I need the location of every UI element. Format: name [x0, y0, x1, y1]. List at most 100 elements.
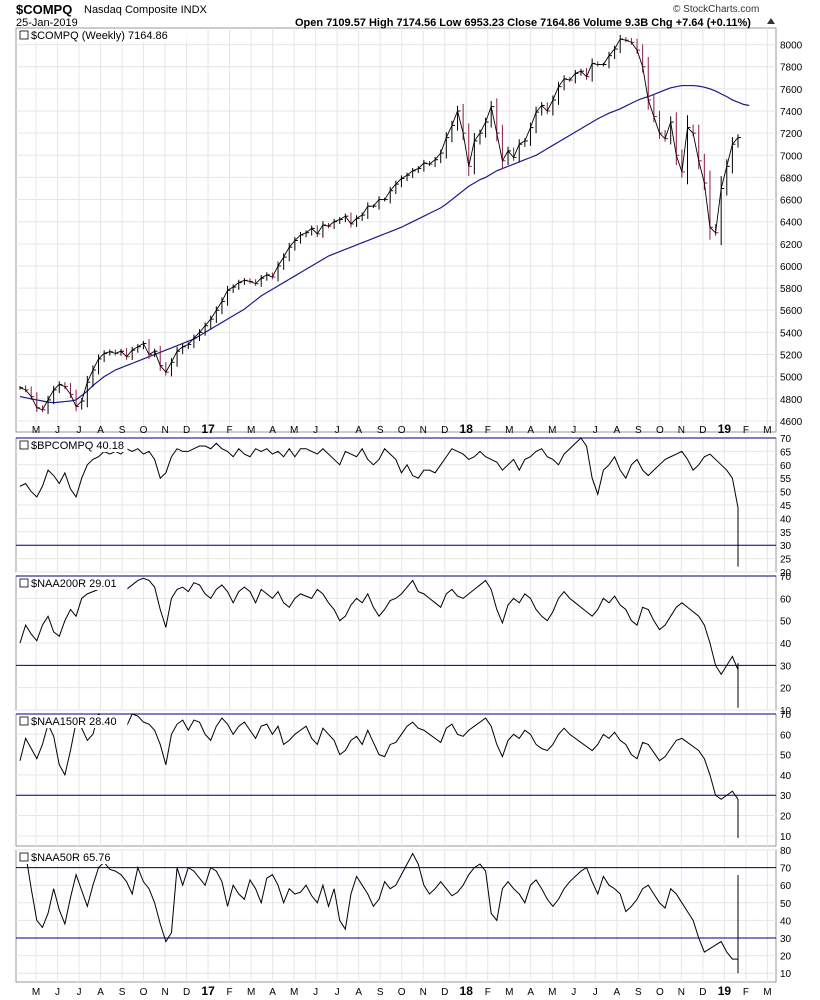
y-tick-label: 40	[780, 916, 792, 927]
panel-frame	[15, 849, 777, 983]
y-tick-label: 6800	[780, 173, 803, 184]
x-tick-label: M	[290, 987, 298, 998]
x-tick-label: J	[77, 425, 82, 436]
x-tick-label: A	[613, 425, 620, 436]
x-tick-label: 19	[718, 422, 732, 436]
y-tick-label: 8000	[780, 41, 803, 52]
panel-title: $NAA50R 65.76	[31, 852, 111, 864]
x-tick-label: O	[656, 987, 664, 998]
symbol-name: Nasdaq Composite INDX	[84, 4, 207, 16]
x-tick-label: A	[355, 987, 362, 998]
x-tick-label: J	[77, 987, 82, 998]
y-tick-label: 60	[780, 461, 792, 472]
x-tick-label: N	[161, 425, 168, 436]
y-tick-label: 5600	[780, 306, 803, 317]
x-tick-label: M	[32, 987, 40, 998]
x-tick-label: M	[548, 425, 556, 436]
y-tick-label: 6600	[780, 196, 803, 207]
x-tick-label: A	[355, 425, 362, 436]
watermark: © StockCharts.com	[673, 4, 760, 15]
x-tick-label: M	[548, 987, 556, 998]
x-tick-label: M	[505, 987, 513, 998]
panel-title: $NAA200R 29.01	[31, 578, 117, 590]
ohlc-summary: Open 7109.57 High 7174.56 Low 6953.23 Cl…	[295, 17, 751, 29]
y-tick-label: 70	[780, 572, 792, 583]
x-tick-label: 17	[201, 422, 215, 436]
x-tick-label: F	[485, 987, 491, 998]
panel-title-bg	[17, 577, 128, 590]
y-tick-label: 20	[780, 952, 792, 963]
x-tick-label: J	[335, 987, 340, 998]
x-tick-label: D	[699, 425, 706, 436]
x-tick-label: A	[269, 987, 276, 998]
legend-swatch	[19, 852, 29, 862]
y-tick-label: 20	[780, 812, 792, 823]
y-tick-label: 20	[780, 568, 792, 579]
panel-title: $BPCOMPQ 40.18	[31, 440, 124, 452]
x-tick-label: N	[678, 425, 685, 436]
x-tick-label: S	[377, 425, 384, 436]
y-tick-label: 7400	[780, 107, 803, 118]
y-tick-label: 60	[780, 594, 792, 605]
symbol-label: $COMPQ	[16, 2, 73, 17]
y-tick-label: 5000	[780, 373, 803, 384]
x-tick-label: O	[140, 425, 148, 436]
panel-title-bg	[17, 29, 187, 42]
x-tick-label: O	[656, 425, 664, 436]
y-tick-label: 70	[780, 710, 792, 721]
panel-frame	[15, 713, 777, 847]
x-tick-label: O	[398, 425, 406, 436]
y-tick-label: 25	[780, 555, 792, 566]
x-tick-label: F	[743, 987, 749, 998]
y-tick-label: 4600	[780, 417, 803, 428]
x-tick-label: J	[571, 425, 576, 436]
panel-title-bg	[17, 715, 128, 728]
y-tick-label: 30	[780, 791, 792, 802]
y-tick-label: 7800	[780, 63, 803, 74]
x-tick-label: J	[313, 987, 318, 998]
y-tick-label: 60	[780, 730, 792, 741]
x-tick-label: J	[313, 425, 318, 436]
x-tick-label: M	[505, 425, 513, 436]
x-tick-label: S	[119, 987, 126, 998]
y-tick-label: 50	[780, 899, 792, 910]
y-tick-label: 10	[780, 706, 792, 717]
y-tick-label: 40	[780, 771, 792, 782]
x-tick-label: 19	[718, 984, 732, 998]
x-tick-label: F	[743, 425, 749, 436]
x-tick-label: S	[635, 987, 642, 998]
x-tick-label: M	[247, 987, 255, 998]
moving-average-line	[19, 84, 750, 404]
y-tick-label: 7200	[780, 129, 803, 140]
indicator-line	[19, 712, 739, 838]
x-tick-label: J	[593, 987, 598, 998]
x-tick-label: S	[119, 425, 126, 436]
x-tick-label: O	[140, 987, 148, 998]
y-tick-label: 70	[780, 864, 792, 875]
y-tick-label: 55	[780, 474, 792, 485]
x-tick-label: M	[32, 425, 40, 436]
panel-title: $NAA150R 28.40	[31, 716, 117, 728]
x-tick-label: J	[55, 425, 60, 436]
x-tick-label: M	[763, 987, 771, 998]
x-tick-label: M	[290, 425, 298, 436]
y-tick-label: 60	[780, 881, 792, 892]
x-tick-label: N	[420, 987, 427, 998]
x-tick-label: N	[678, 987, 685, 998]
x-tick-label: M	[763, 425, 771, 436]
y-tick-label: 50	[780, 617, 792, 628]
indicator-line	[19, 437, 739, 567]
x-tick-label: A	[97, 425, 104, 436]
y-tick-label: 6400	[780, 218, 803, 229]
y-tick-label: 10	[780, 969, 792, 980]
y-tick-label: 40	[780, 639, 792, 650]
x-tick-label: A	[527, 987, 534, 998]
legend-swatch	[19, 578, 29, 588]
y-tick-label: 4800	[780, 395, 803, 406]
x-tick-label: A	[613, 987, 620, 998]
y-tick-label: 20	[780, 684, 792, 695]
legend-swatch	[19, 440, 29, 450]
x-tick-label: S	[377, 987, 384, 998]
y-tick-label: 30	[780, 541, 792, 552]
